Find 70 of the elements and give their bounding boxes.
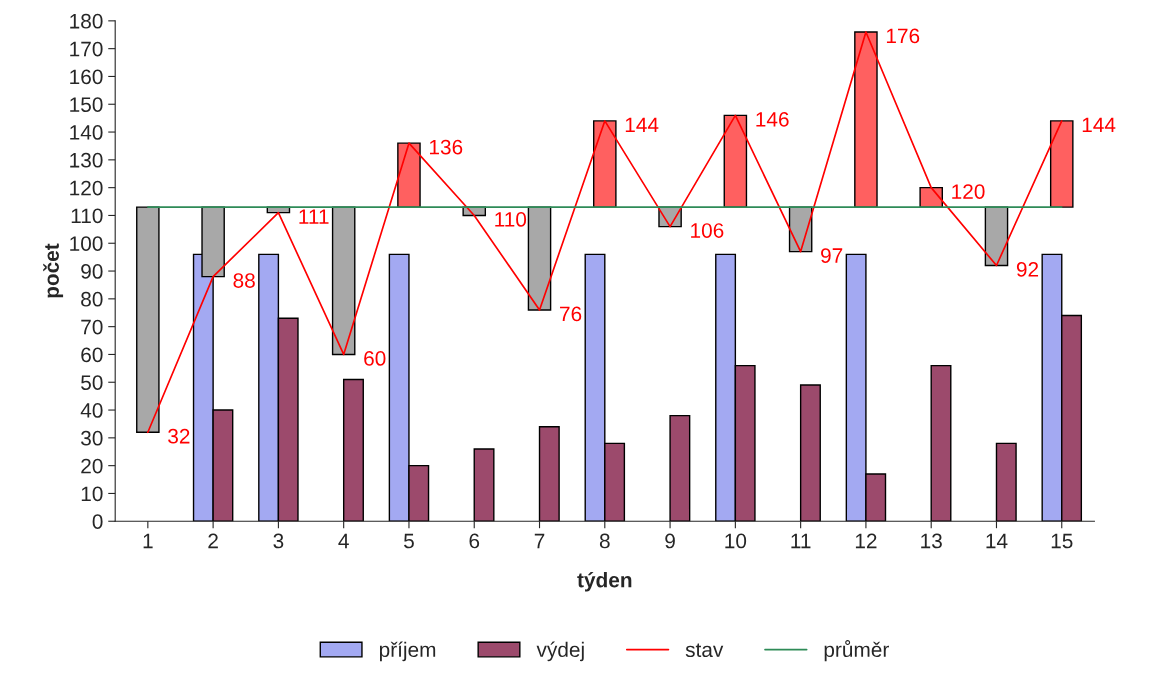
x-tick-label: 7 — [534, 533, 545, 549]
data-label: 144 — [1082, 117, 1116, 133]
bar — [854, 31, 878, 208]
data-label: 111 — [299, 209, 329, 224]
legend-label: průměr — [824, 640, 889, 662]
x-tick-label: 6 — [469, 533, 480, 549]
y-tick-label: 70 — [81, 319, 103, 335]
bar — [723, 114, 748, 208]
y-tick-label: 110 — [71, 208, 103, 224]
legend-label: výdej — [536, 641, 584, 662]
bar — [995, 442, 1017, 522]
x-tick-label: 13 — [921, 533, 942, 549]
x-tick-label: 1 — [143, 533, 153, 549]
y-tick-label: 120 — [70, 180, 103, 196]
y-tick-label: 50 — [81, 375, 103, 390]
y-tick-label: 160 — [70, 69, 103, 85]
x-tick-label: 3 — [273, 533, 284, 549]
y-axis-title: počet — [43, 243, 64, 298]
data-label: 76 — [560, 306, 582, 322]
data-label: 60 — [364, 351, 386, 366]
x-tick-label: 2 — [208, 533, 218, 549]
y-tick-label: 60 — [81, 347, 103, 363]
x-tick-label: 8 — [599, 533, 610, 549]
y-tick-label: 0 — [92, 514, 103, 529]
bar — [397, 142, 421, 208]
x-tick-label: 11 — [791, 533, 811, 549]
y-tick-label: 20 — [81, 458, 103, 474]
x-axis-title: týden — [577, 571, 632, 592]
data-label: 176 — [886, 28, 920, 44]
x-tick-label: 15 — [1051, 533, 1073, 549]
bar — [136, 206, 160, 433]
x-tick-label: 12 — [855, 533, 877, 549]
legend-label: příjem — [379, 641, 436, 662]
y-tick-label: 170 — [70, 41, 103, 57]
data-label: 88 — [233, 273, 255, 288]
data-label: 146 — [756, 111, 789, 127]
data-label: 97 — [821, 248, 843, 263]
x-tick-label: 9 — [665, 533, 675, 549]
x-tick-label: 4 — [338, 533, 349, 549]
y-tick-label: 30 — [81, 430, 103, 446]
bar — [1049, 120, 1074, 208]
y-tick-label: 80 — [81, 291, 103, 307]
x-tick-label: 5 — [404, 533, 414, 549]
bar — [342, 378, 364, 522]
bar — [331, 206, 356, 356]
bar — [538, 426, 560, 522]
data-label: 106 — [691, 223, 724, 238]
y-tick-label: 130 — [70, 152, 103, 168]
y-tick-label: 90 — [81, 264, 103, 279]
bar — [527, 206, 552, 311]
bar — [799, 384, 821, 522]
x-tick-label: 14 — [986, 533, 1008, 549]
bar — [930, 364, 952, 522]
bar — [593, 120, 617, 208]
data-label: 120 — [952, 184, 985, 199]
data-label: 110 — [495, 212, 527, 227]
bar — [473, 448, 495, 522]
bar — [669, 414, 691, 522]
y-tick-label: 100 — [70, 236, 103, 251]
y-tick-label: 140 — [70, 125, 103, 140]
y-tick-label: 180 — [70, 13, 103, 29]
data-label: 136 — [429, 139, 463, 155]
data-label: 92 — [1016, 262, 1039, 277]
y-tick-label: 40 — [80, 403, 103, 418]
data-label: 32 — [168, 428, 190, 444]
y-tick-label: 150 — [70, 97, 103, 112]
legend-label: stav — [685, 643, 724, 658]
x-tick-label: 10 — [725, 533, 747, 549]
y-tick-label: 10 — [81, 486, 103, 502]
data-label: 144 — [625, 117, 659, 133]
